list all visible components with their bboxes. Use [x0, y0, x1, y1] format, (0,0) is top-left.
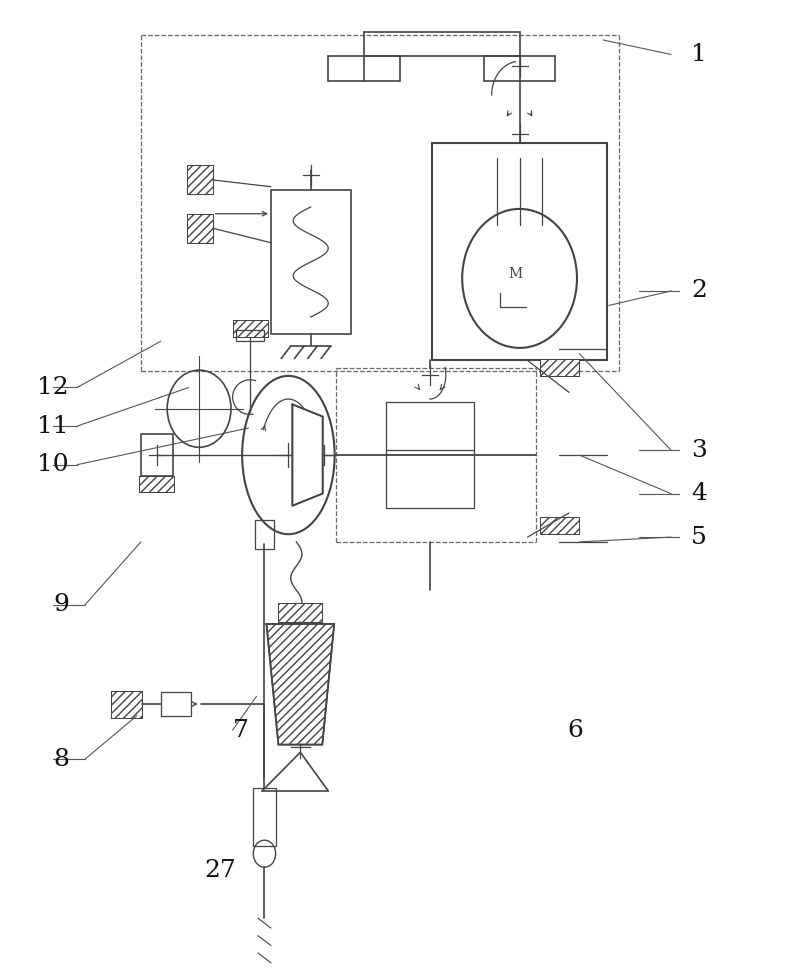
Text: M: M [509, 266, 522, 281]
Text: 10: 10 [38, 453, 69, 476]
Bar [139, 476, 174, 492]
Bar [139, 476, 174, 492]
Bar [187, 214, 213, 243]
Bar [253, 788, 277, 846]
Text: 3: 3 [691, 439, 707, 462]
Bar [187, 214, 213, 243]
Text: 8: 8 [54, 747, 69, 771]
Bar [141, 434, 173, 476]
Bar [539, 517, 579, 534]
Polygon shape [292, 405, 322, 505]
Text: 1: 1 [691, 43, 707, 66]
Bar [187, 166, 213, 195]
Text: 7: 7 [233, 718, 249, 741]
Text: 5: 5 [691, 526, 707, 549]
Text: 27: 27 [205, 859, 237, 882]
Bar [255, 520, 274, 549]
Bar [539, 358, 579, 376]
Text: 9: 9 [54, 593, 69, 617]
Bar [278, 603, 322, 622]
Bar [110, 690, 142, 717]
Bar [110, 690, 142, 717]
Text: 6: 6 [567, 718, 583, 741]
Polygon shape [266, 624, 334, 744]
Bar [236, 329, 265, 341]
Bar [539, 358, 579, 376]
Bar [233, 319, 268, 337]
Bar [271, 190, 350, 334]
Text: 4: 4 [691, 482, 707, 505]
Bar [278, 603, 322, 622]
Text: 12: 12 [38, 376, 69, 399]
Text: 11: 11 [38, 414, 69, 438]
Bar [233, 319, 268, 337]
Bar [432, 143, 607, 360]
Bar [539, 517, 579, 534]
Text: 2: 2 [691, 280, 707, 302]
Bar [187, 166, 213, 195]
Bar [161, 691, 191, 715]
